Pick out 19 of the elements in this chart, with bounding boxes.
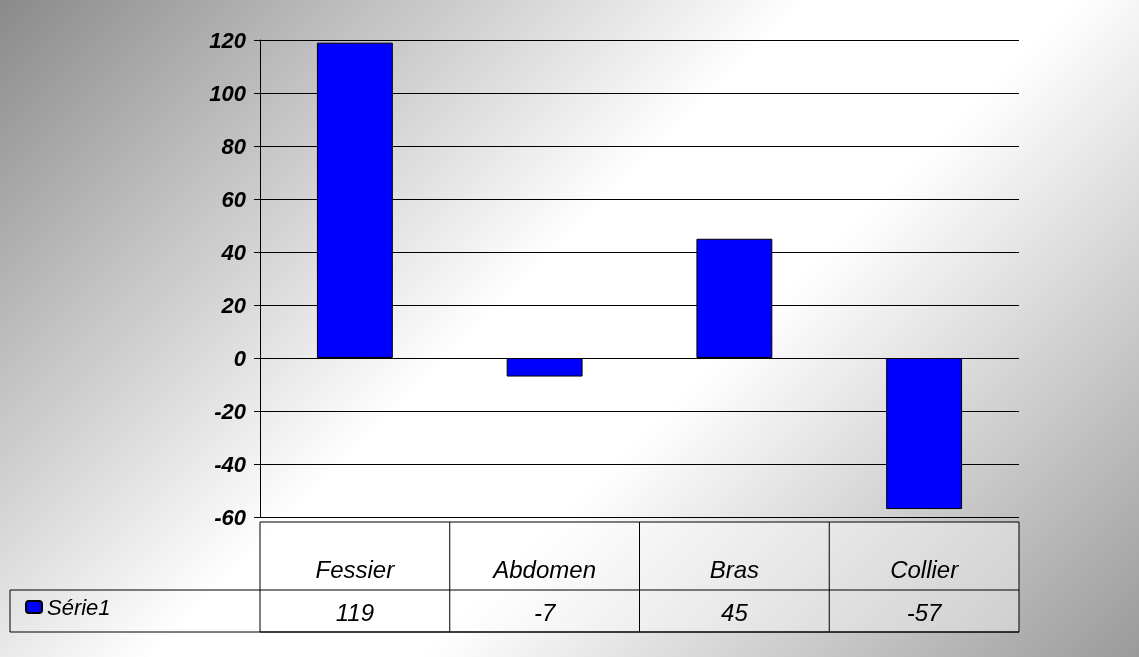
y-tick-label: -60 (214, 504, 247, 530)
y-tick-label: 100 (209, 80, 247, 106)
y-tick-label: -20 (214, 398, 247, 424)
x-tick-label: Collier (890, 555, 960, 583)
y-tick-label: 120 (209, 27, 247, 53)
y-tick-label: 0 (233, 345, 247, 371)
data-label: 119 (335, 598, 375, 626)
x-tick-label: Bras (709, 555, 760, 583)
y-tick-label: 40 (220, 239, 247, 265)
x-tick-label: Abdomen (491, 555, 596, 583)
x-tick-label: Fessier (315, 555, 396, 583)
y-tick-label: 80 (221, 133, 247, 159)
data-label: -57 (906, 598, 944, 626)
data-label: -7 (533, 598, 557, 626)
data-label: 45 (721, 598, 749, 626)
y-tick-label: 60 (221, 186, 247, 212)
y-tick-label: 20 (220, 292, 247, 318)
legend-label: Série1 (47, 594, 111, 620)
y-tick-label: -40 (214, 451, 247, 477)
